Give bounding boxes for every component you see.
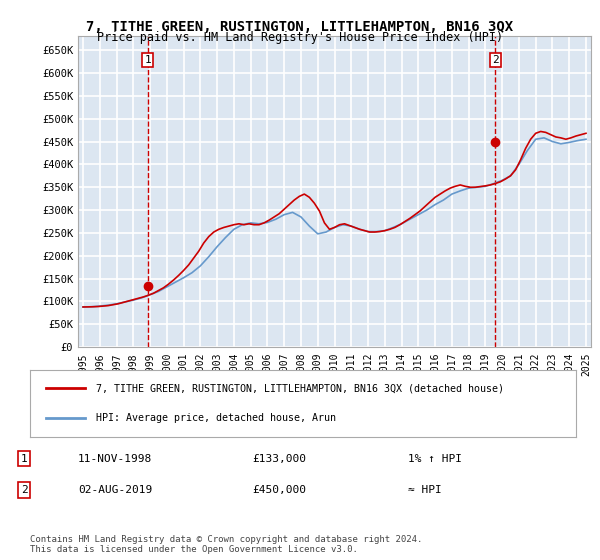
Text: 1: 1 [20,454,28,464]
Text: £133,000: £133,000 [252,454,306,464]
Text: £450,000: £450,000 [252,485,306,495]
Text: 1: 1 [145,55,151,65]
Text: 1% ↑ HPI: 1% ↑ HPI [408,454,462,464]
Text: ≈ HPI: ≈ HPI [408,485,442,495]
Text: 7, TITHE GREEN, RUSTINGTON, LITTLEHAMPTON, BN16 3QX: 7, TITHE GREEN, RUSTINGTON, LITTLEHAMPTO… [86,20,514,34]
Text: 02-AUG-2019: 02-AUG-2019 [78,485,152,495]
Text: 2: 2 [20,485,28,495]
Text: HPI: Average price, detached house, Arun: HPI: Average price, detached house, Arun [95,413,335,423]
Text: Price paid vs. HM Land Registry's House Price Index (HPI): Price paid vs. HM Land Registry's House … [97,31,503,44]
Text: 7, TITHE GREEN, RUSTINGTON, LITTLEHAMPTON, BN16 3QX (detached house): 7, TITHE GREEN, RUSTINGTON, LITTLEHAMPTO… [95,384,503,394]
Text: 2: 2 [492,55,499,65]
Text: 11-NOV-1998: 11-NOV-1998 [78,454,152,464]
Text: Contains HM Land Registry data © Crown copyright and database right 2024.
This d: Contains HM Land Registry data © Crown c… [30,535,422,554]
